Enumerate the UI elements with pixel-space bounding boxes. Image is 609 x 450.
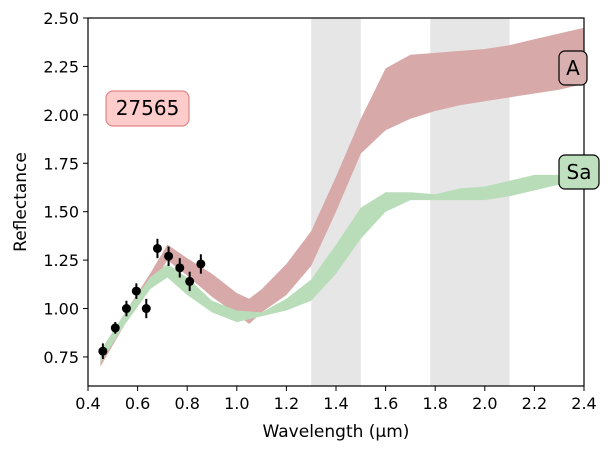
x-tick-label: 0.4 bbox=[75, 394, 100, 413]
point-marker bbox=[196, 259, 206, 269]
data-point-1 bbox=[98, 343, 108, 359]
data-point-6 bbox=[152, 238, 162, 259]
spectral-bands bbox=[100, 27, 585, 367]
y-axis-label: Reflectance bbox=[11, 152, 31, 252]
x-tick-label: 1.2 bbox=[274, 394, 299, 413]
y-tick-label: 1.50 bbox=[43, 203, 79, 222]
data-point-8 bbox=[175, 258, 185, 278]
point-marker bbox=[175, 263, 185, 273]
point-marker bbox=[121, 304, 131, 314]
band-sa-label-badge: Sa bbox=[558, 154, 600, 190]
data-point-5 bbox=[141, 298, 151, 319]
y-tick-label: 2.25 bbox=[43, 57, 79, 76]
data-point-3 bbox=[121, 300, 131, 317]
object-label: 27565 bbox=[116, 96, 180, 120]
band-a-label-box bbox=[558, 50, 588, 86]
x-tick-label: 1.6 bbox=[373, 394, 398, 413]
band-a-label-badge: A bbox=[558, 50, 588, 86]
x-tick-label: 1.8 bbox=[422, 394, 447, 413]
data-point-9 bbox=[185, 271, 195, 292]
x-tick-label: 0.6 bbox=[125, 394, 150, 413]
y-tick-label: 2.50 bbox=[43, 9, 79, 28]
data-points bbox=[98, 238, 206, 359]
data-point-10 bbox=[196, 254, 206, 274]
point-marker bbox=[131, 286, 141, 296]
band-sa bbox=[100, 174, 585, 363]
x-axis-ticks: 0.4 0.6 0.8 1.0 1.2 1.4 1.6 1.8 2.0 2.2 2.4 bbox=[75, 386, 597, 413]
band-a-label: A bbox=[566, 56, 580, 80]
point-marker bbox=[152, 243, 162, 253]
band-sa-label: Sa bbox=[567, 160, 592, 184]
point-marker bbox=[141, 304, 151, 314]
point-marker bbox=[164, 251, 174, 261]
x-tick-label: 2.0 bbox=[472, 394, 497, 413]
data-point-7 bbox=[164, 246, 174, 266]
y-tick-label: 2.00 bbox=[43, 106, 79, 125]
object-label-badge: 27565 bbox=[105, 90, 190, 127]
x-tick-label: 2.2 bbox=[522, 394, 547, 413]
x-tick-label: 1.0 bbox=[224, 394, 249, 413]
y-tick-label: 0.75 bbox=[43, 348, 79, 367]
data-point-4 bbox=[131, 283, 141, 299]
object-label-box bbox=[105, 90, 190, 127]
y-axis-ticks: 0.75 1.00 1.25 1.50 1.75 2.00 2.25 2.50 bbox=[43, 9, 88, 367]
point-marker bbox=[185, 276, 195, 286]
x-tick-label: 1.4 bbox=[323, 394, 348, 413]
x-axis-label: Wavelength (μm) bbox=[263, 422, 410, 442]
y-tick-label: 1.75 bbox=[43, 154, 79, 173]
x-tick-label: 2.4 bbox=[571, 394, 596, 413]
point-marker bbox=[110, 323, 120, 333]
band-a bbox=[100, 27, 585, 367]
y-tick-label: 1.25 bbox=[43, 251, 79, 270]
band-sa-label-box bbox=[558, 154, 600, 190]
y-tick-label: 1.00 bbox=[43, 300, 79, 319]
x-tick-label: 0.8 bbox=[174, 394, 199, 413]
data-point-2 bbox=[110, 322, 120, 334]
point-marker bbox=[98, 346, 108, 356]
